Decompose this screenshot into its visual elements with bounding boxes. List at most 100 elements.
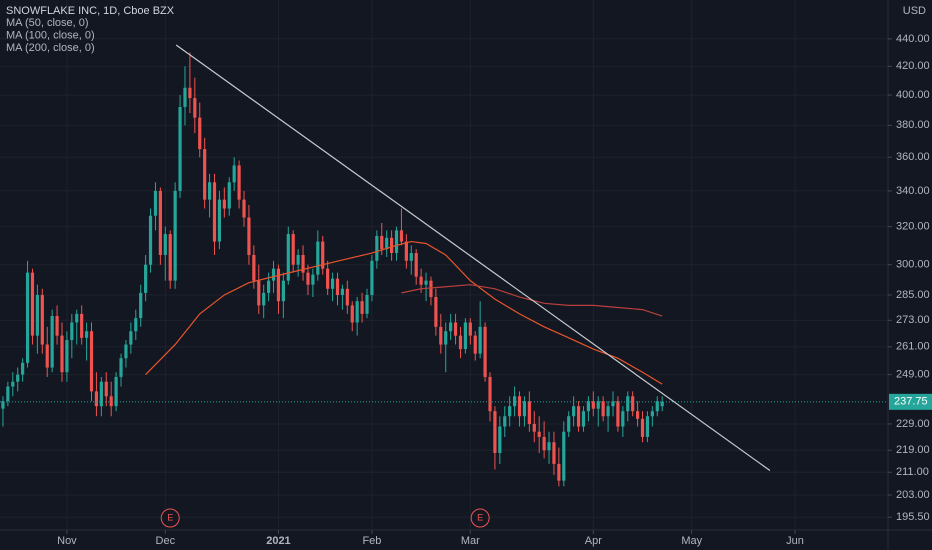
- candle-body: [6, 386, 10, 402]
- candle-body: [635, 411, 640, 419]
- candle-body: [45, 344, 49, 368]
- grid: [0, 0, 888, 530]
- candle-body: [498, 426, 502, 453]
- candle-body: [89, 331, 94, 392]
- candle-body: [124, 344, 128, 359]
- candle-body: [547, 442, 551, 451]
- candle-body: [370, 260, 374, 295]
- y-tick-label: 285.00: [896, 289, 930, 301]
- candle-body: [271, 268, 276, 281]
- candle-body: [301, 254, 305, 273]
- candle-body: [468, 322, 472, 336]
- candle-body: [222, 199, 226, 209]
- candle-body: [606, 406, 610, 417]
- candle-body: [453, 322, 458, 336]
- candle-body: [360, 301, 364, 314]
- candle-body: [296, 254, 300, 265]
- candle-body: [532, 423, 536, 432]
- candle-body: [424, 280, 428, 285]
- candle-body: [355, 301, 359, 323]
- candle-body: [409, 253, 413, 261]
- candle-body: [650, 411, 654, 417]
- candle-body: [163, 234, 167, 255]
- candle-body: [84, 331, 89, 338]
- candle-body: [557, 463, 561, 481]
- candle-body: [252, 254, 256, 281]
- y-tick-label: 400.00: [896, 89, 930, 101]
- candle-body: [512, 396, 517, 407]
- y-tick-label: 261.00: [896, 341, 930, 353]
- x-tick-label: Dec: [156, 535, 176, 547]
- candle-body: [114, 376, 118, 407]
- candle-body: [198, 117, 202, 150]
- candle-body: [267, 280, 271, 293]
- y-tick-label: 320.00: [896, 221, 930, 233]
- candle-body: [109, 396, 113, 407]
- candle-body: [80, 313, 84, 338]
- candle-body: [621, 411, 625, 427]
- candle-body: [660, 401, 664, 407]
- y-tick-label: 380.00: [896, 119, 930, 131]
- candle-body: [611, 401, 615, 407]
- candle-body: [655, 401, 659, 412]
- candle-body: [227, 182, 231, 209]
- candle-body: [478, 326, 482, 354]
- candle-body: [306, 272, 310, 285]
- candle-body: [399, 230, 404, 242]
- candle-body: [153, 190, 158, 216]
- candle-body: [139, 292, 143, 319]
- candle-body: [247, 217, 251, 255]
- candle-body: [394, 230, 399, 254]
- candle-body: [212, 182, 217, 242]
- candle-body: [134, 318, 138, 332]
- candle-body: [576, 406, 581, 427]
- candle-body: [508, 406, 512, 417]
- candle-body: [286, 234, 290, 281]
- candle-body: [237, 165, 241, 200]
- x-tick-label: Mar: [461, 535, 480, 547]
- candle-body: [168, 234, 172, 281]
- candle-body: [380, 235, 384, 250]
- candle-body: [365, 294, 369, 314]
- candle-body: [262, 292, 266, 306]
- moving-average: [145, 240, 663, 385]
- last-price-box: [889, 393, 932, 410]
- candle-body: [188, 87, 192, 99]
- candle-body: [340, 288, 345, 295]
- candle-body: [385, 237, 389, 250]
- y-tick-label: 211.00: [896, 466, 929, 478]
- candle-body: [193, 98, 197, 118]
- candle-body: [562, 431, 566, 481]
- candle-body: [178, 106, 182, 191]
- candle-body: [390, 237, 394, 254]
- candle-body: [129, 331, 133, 345]
- candle-body: [404, 241, 408, 261]
- candle-body: [522, 401, 527, 417]
- y-tick-label: 360.00: [896, 151, 930, 163]
- axes: 440.00 420.00 400.00 380.00 360.00 340.00 320.…: [57, 33, 932, 547]
- candle-body: [591, 401, 595, 409]
- y-tick-label: 300.00: [896, 259, 930, 271]
- legend-entry: MA (200, close, 0): [6, 42, 95, 54]
- candle-body: [586, 401, 590, 412]
- legend-entry: MA (100, close, 0): [6, 29, 95, 41]
- x-tick-label: Apr: [585, 535, 602, 547]
- candle-body: [463, 322, 467, 350]
- candle-body: [75, 313, 79, 323]
- x-tick-label: 2021: [266, 535, 290, 547]
- candle-body: [257, 280, 261, 306]
- candle-body: [601, 401, 605, 417]
- candle-body: [567, 416, 571, 432]
- x-tick-label: May: [681, 535, 702, 547]
- candle-body: [626, 396, 630, 412]
- y-tick-label: 440.00: [896, 33, 930, 45]
- candle-body: [493, 411, 497, 453]
- candle-body: [276, 268, 281, 302]
- earnings-label: E: [477, 512, 483, 522]
- candle-body: [517, 396, 522, 417]
- candle-body: [183, 87, 187, 107]
- candle-body: [631, 396, 635, 412]
- candle-body: [483, 326, 487, 377]
